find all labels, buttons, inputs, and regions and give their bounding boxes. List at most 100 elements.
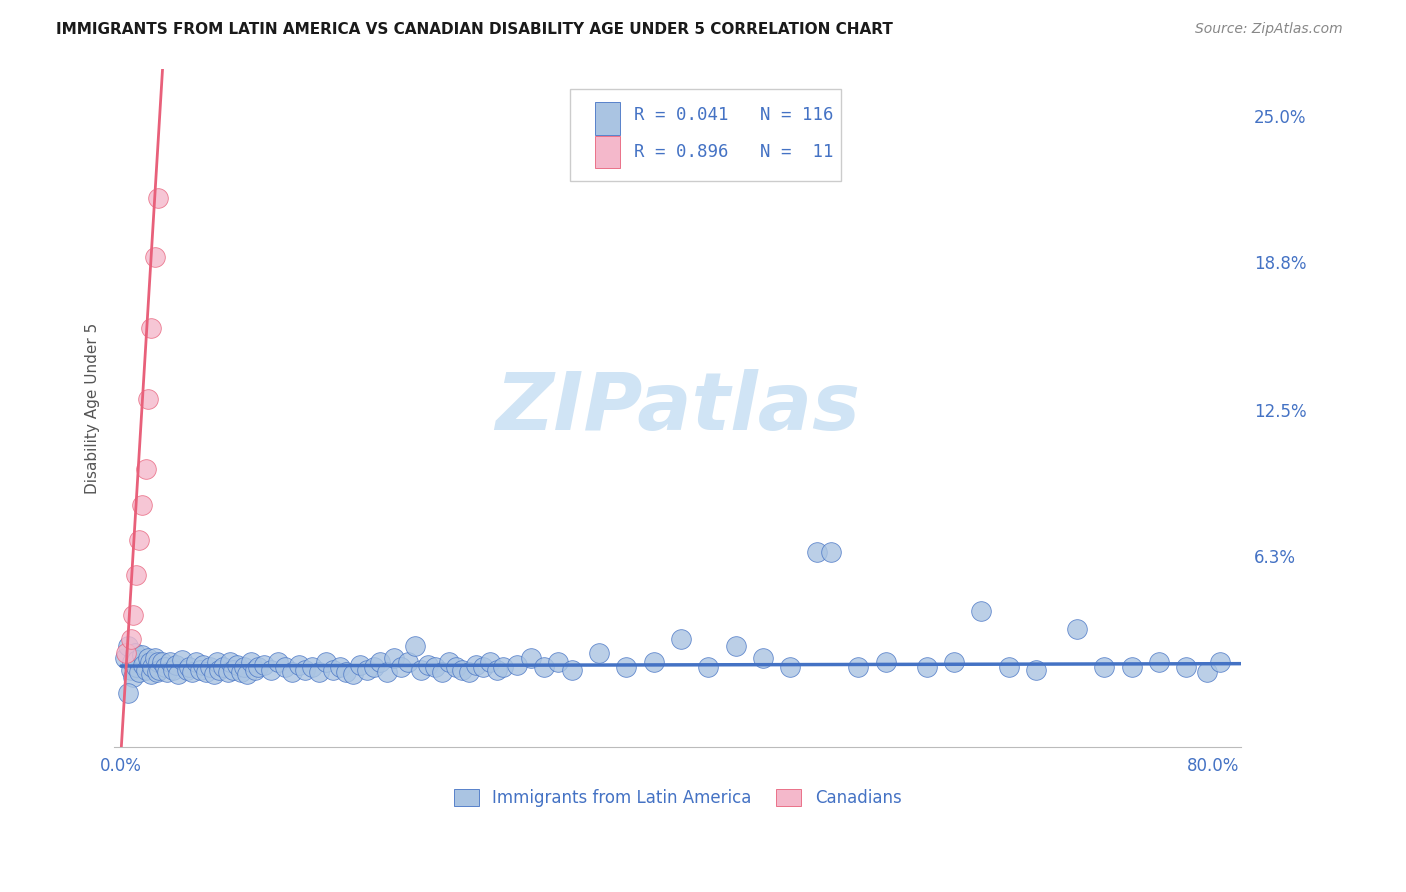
Point	[363, 660, 385, 674]
Point	[117, 639, 139, 653]
Point	[1195, 665, 1218, 679]
Point	[915, 660, 938, 674]
Point	[547, 656, 569, 670]
Point	[131, 648, 153, 663]
Point	[235, 667, 257, 681]
Point	[382, 650, 405, 665]
Point	[848, 660, 870, 674]
Point	[465, 657, 488, 672]
Point	[437, 656, 460, 670]
Point	[349, 657, 371, 672]
Point	[669, 632, 692, 646]
Point	[191, 657, 214, 672]
Text: R = 0.041   N = 116: R = 0.041 N = 116	[634, 106, 834, 124]
Point	[806, 545, 828, 559]
Point	[588, 646, 610, 660]
Point	[342, 667, 364, 681]
Point	[451, 663, 474, 677]
Point	[115, 646, 138, 660]
Point	[120, 663, 142, 677]
Point	[315, 656, 337, 670]
Point	[239, 656, 262, 670]
Point	[430, 665, 453, 679]
Point	[131, 498, 153, 512]
Point	[752, 650, 775, 665]
Point	[423, 660, 446, 674]
Point	[253, 657, 276, 672]
Point	[128, 665, 150, 679]
Point	[122, 608, 145, 623]
Point	[146, 656, 169, 670]
Point	[231, 665, 253, 679]
Point	[485, 663, 508, 677]
Point	[375, 665, 398, 679]
Point	[135, 663, 157, 677]
Point	[138, 656, 160, 670]
Point	[561, 663, 583, 677]
Point	[243, 663, 266, 677]
Point	[356, 663, 378, 677]
Point	[614, 660, 637, 674]
Point	[301, 660, 323, 674]
Point	[328, 660, 350, 674]
Point	[226, 657, 249, 672]
Point	[219, 656, 242, 670]
Point	[492, 660, 515, 674]
Point	[184, 656, 207, 670]
Point	[153, 660, 176, 674]
Point	[294, 663, 316, 677]
Point	[146, 191, 169, 205]
Point	[370, 656, 392, 670]
Point	[143, 650, 166, 665]
Point	[162, 663, 184, 677]
Point	[125, 568, 148, 582]
Point	[172, 653, 194, 667]
Point	[418, 657, 440, 672]
Point	[198, 660, 221, 674]
FancyBboxPatch shape	[571, 89, 841, 180]
Text: R = 0.896   N =  11: R = 0.896 N = 11	[634, 143, 834, 161]
Point	[128, 533, 150, 547]
Point	[478, 656, 501, 670]
Point	[179, 660, 201, 674]
Point	[1147, 656, 1170, 670]
Point	[141, 660, 163, 674]
Point	[1175, 660, 1198, 674]
Point	[124, 646, 146, 660]
Point	[122, 670, 145, 684]
Point	[997, 660, 1019, 674]
Point	[308, 665, 330, 679]
Point	[724, 639, 747, 653]
Point	[875, 656, 897, 670]
Point	[970, 604, 993, 618]
Point	[159, 656, 181, 670]
Point	[212, 660, 235, 674]
Point	[232, 660, 254, 674]
Point	[274, 660, 297, 674]
Point	[404, 639, 426, 653]
Point	[1209, 656, 1232, 670]
Point	[176, 663, 198, 677]
Point	[458, 665, 481, 679]
Bar	[595, 136, 620, 169]
Text: Source: ZipAtlas.com: Source: ZipAtlas.com	[1195, 22, 1343, 37]
Point	[1092, 660, 1115, 674]
Point	[120, 632, 142, 646]
Point	[136, 650, 159, 665]
Point	[1066, 623, 1088, 637]
Point	[519, 650, 541, 665]
Point	[125, 660, 148, 674]
Point	[121, 656, 143, 670]
Y-axis label: Disability Age Under 5: Disability Age Under 5	[86, 322, 100, 493]
Point	[411, 663, 433, 677]
Point	[150, 656, 173, 670]
Point	[181, 665, 204, 679]
Point	[246, 660, 269, 674]
Text: ZIPatlas: ZIPatlas	[495, 369, 860, 447]
Point	[471, 660, 494, 674]
Point	[135, 462, 157, 476]
Text: IMMIGRANTS FROM LATIN AMERICA VS CANADIAN DISABILITY AGE UNDER 5 CORRELATION CHA: IMMIGRANTS FROM LATIN AMERICA VS CANADIA…	[56, 22, 893, 37]
Point	[779, 660, 801, 674]
Point	[267, 656, 290, 670]
Point	[943, 656, 966, 670]
